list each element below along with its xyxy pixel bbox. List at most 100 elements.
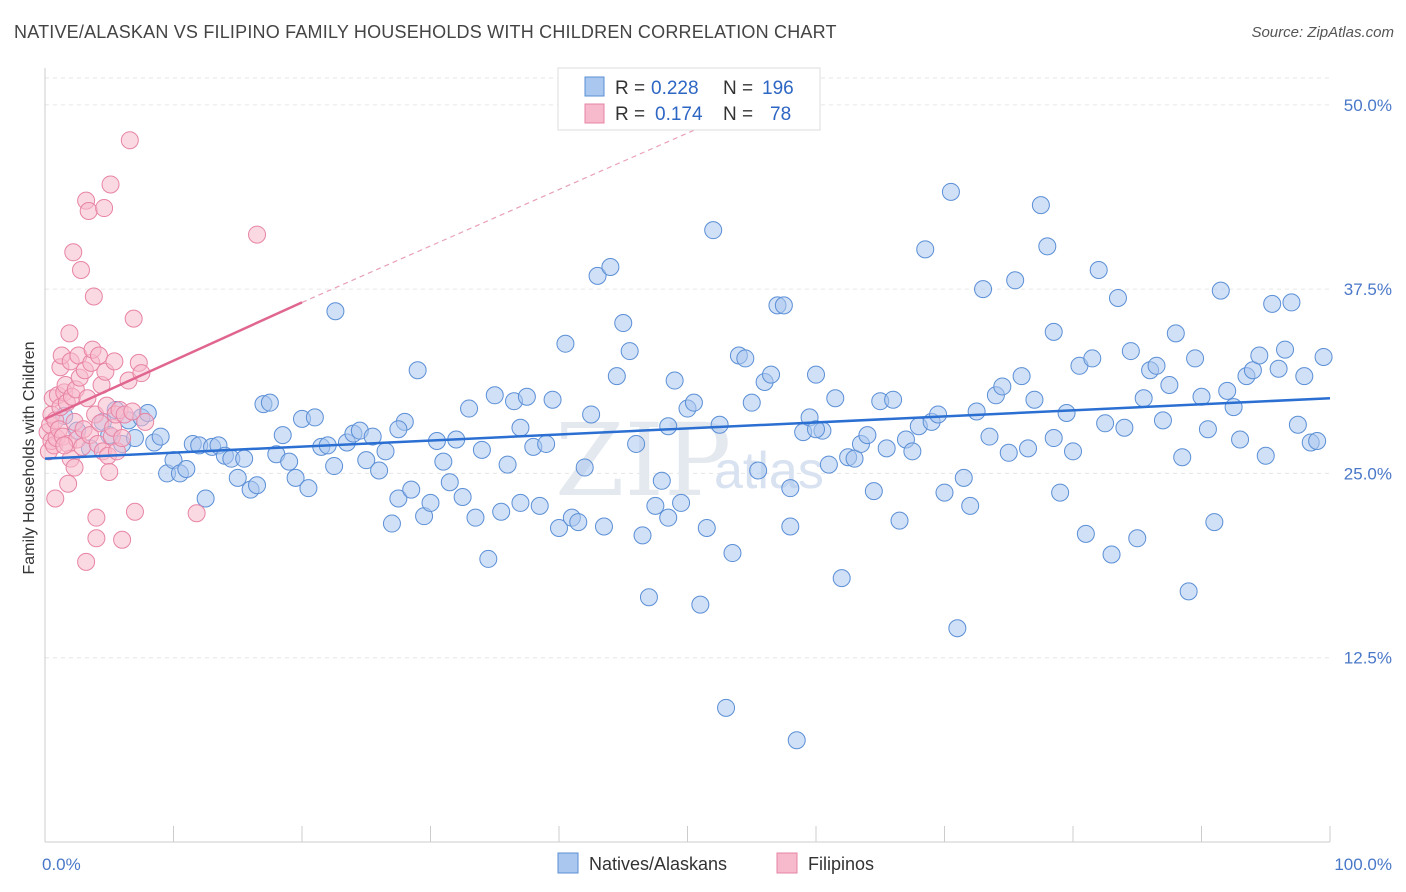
native-point-89 xyxy=(646,496,665,515)
legend-box: R = 0.228 N = 196 R = 0.174 N = 78 xyxy=(557,67,821,131)
native-point-49 xyxy=(389,489,408,508)
native-point-117 xyxy=(826,389,845,408)
trend-line-filipinos xyxy=(44,301,303,421)
filipino-point-56 xyxy=(100,462,119,481)
native-point-188 xyxy=(1282,293,1301,312)
filipino-point-65 xyxy=(113,530,132,549)
legend-n-filipinos: 78 xyxy=(770,104,791,125)
native-point-186 xyxy=(1269,359,1288,378)
native-point-141 xyxy=(980,427,999,446)
native-point-133 xyxy=(929,405,948,424)
native-point-192 xyxy=(1308,431,1327,450)
native-point-151 xyxy=(1044,322,1063,341)
native-point-93 xyxy=(672,493,691,512)
legend-swatch-natives xyxy=(584,76,605,97)
native-point-125 xyxy=(877,439,896,458)
native-point-118 xyxy=(832,569,851,588)
native-point-85 xyxy=(620,342,639,361)
native-point-199 xyxy=(1044,429,1063,448)
filipino-point-27 xyxy=(65,458,84,477)
y-axis-label: Family Households with Children xyxy=(21,342,38,575)
y-tick-label-2: 37.5% xyxy=(1344,280,1392,299)
native-point-62 xyxy=(472,440,491,459)
native-point-195 xyxy=(511,418,530,437)
legend-n-natives: 196 xyxy=(762,78,794,99)
native-point-190 xyxy=(1295,367,1314,386)
source-label: Source: ZipAtlas.com xyxy=(1251,24,1394,41)
native-point-169 xyxy=(1160,375,1179,394)
filipino-point-48 xyxy=(89,346,108,365)
native-point-95 xyxy=(684,393,703,412)
filipino-point-60 xyxy=(105,352,124,371)
native-point-136 xyxy=(948,619,967,638)
filipino-point-37 xyxy=(77,552,96,571)
native-point-116 xyxy=(819,455,838,474)
native-point-172 xyxy=(1179,582,1198,601)
filipino-point-69 xyxy=(123,402,142,421)
filipino-point-21 xyxy=(60,324,79,343)
native-point-48 xyxy=(382,514,401,533)
legend-n-label: N = xyxy=(723,104,753,125)
native-point-99 xyxy=(710,415,729,434)
native-point-60 xyxy=(460,399,479,418)
native-point-61 xyxy=(466,508,485,527)
native-point-143 xyxy=(993,377,1012,396)
native-point-193 xyxy=(1314,347,1333,366)
native-point-150 xyxy=(1038,237,1057,256)
native-point-104 xyxy=(742,393,761,412)
native-point-111 xyxy=(787,731,806,750)
native-point-83 xyxy=(607,367,626,386)
series-filipinos xyxy=(38,131,267,571)
x-tick-labels: 0.0% 100.0% xyxy=(42,855,1392,874)
native-point-74 xyxy=(550,518,568,537)
native-point-96 xyxy=(691,595,710,614)
native-point-161 xyxy=(1108,288,1127,307)
legend-r-filipinos: 0.174 xyxy=(655,104,703,125)
native-point-107 xyxy=(762,365,781,384)
native-point-145 xyxy=(1006,271,1025,290)
filipino-point-64 xyxy=(113,429,132,448)
native-point-72 xyxy=(537,434,556,453)
native-point-160 xyxy=(1102,545,1121,564)
native-point-135 xyxy=(941,182,960,201)
native-point-147 xyxy=(1019,439,1038,458)
native-point-194 xyxy=(389,420,408,439)
native-point-140 xyxy=(974,280,993,299)
filipino-point-8 xyxy=(46,489,65,508)
native-point-27 xyxy=(248,476,267,495)
native-point-126 xyxy=(884,390,903,409)
native-point-77 xyxy=(569,513,588,532)
native-point-68 xyxy=(511,493,530,512)
native-point-129 xyxy=(903,442,922,461)
native-point-64 xyxy=(485,386,504,405)
native-point-189 xyxy=(1288,415,1307,434)
native-point-170 xyxy=(1166,324,1185,343)
native-point-90 xyxy=(652,471,671,490)
native-point-54 xyxy=(421,493,440,512)
native-point-86 xyxy=(627,434,646,453)
native-point-196 xyxy=(659,508,678,527)
native-point-56 xyxy=(434,452,453,471)
native-point-19 xyxy=(196,489,215,508)
native-point-114 xyxy=(807,365,825,384)
filipino-point-43 xyxy=(84,287,103,306)
native-point-25 xyxy=(235,449,254,468)
native-point-165 xyxy=(1134,389,1153,408)
native-point-33 xyxy=(286,468,305,487)
filipino-point-77 xyxy=(55,436,74,455)
y-tick-labels: 12.5% 25.0% 37.5% 50.0% xyxy=(1344,96,1392,668)
native-point-12 xyxy=(151,427,170,446)
native-point-103 xyxy=(736,349,755,368)
native-point-157 xyxy=(1083,349,1102,368)
native-point-159 xyxy=(1096,414,1115,433)
x-tick-label-1: 100.0% xyxy=(1334,855,1392,874)
native-point-52 xyxy=(408,361,427,380)
bottom-legend-swatch-natives xyxy=(557,852,579,874)
native-point-35 xyxy=(299,479,318,498)
bottom-legend-natives: Natives/Alaskans xyxy=(589,854,727,874)
y-tick-label-3: 50.0% xyxy=(1344,96,1392,115)
native-point-174 xyxy=(1192,387,1211,406)
native-point-137 xyxy=(954,468,973,487)
native-point-187 xyxy=(1276,340,1295,359)
